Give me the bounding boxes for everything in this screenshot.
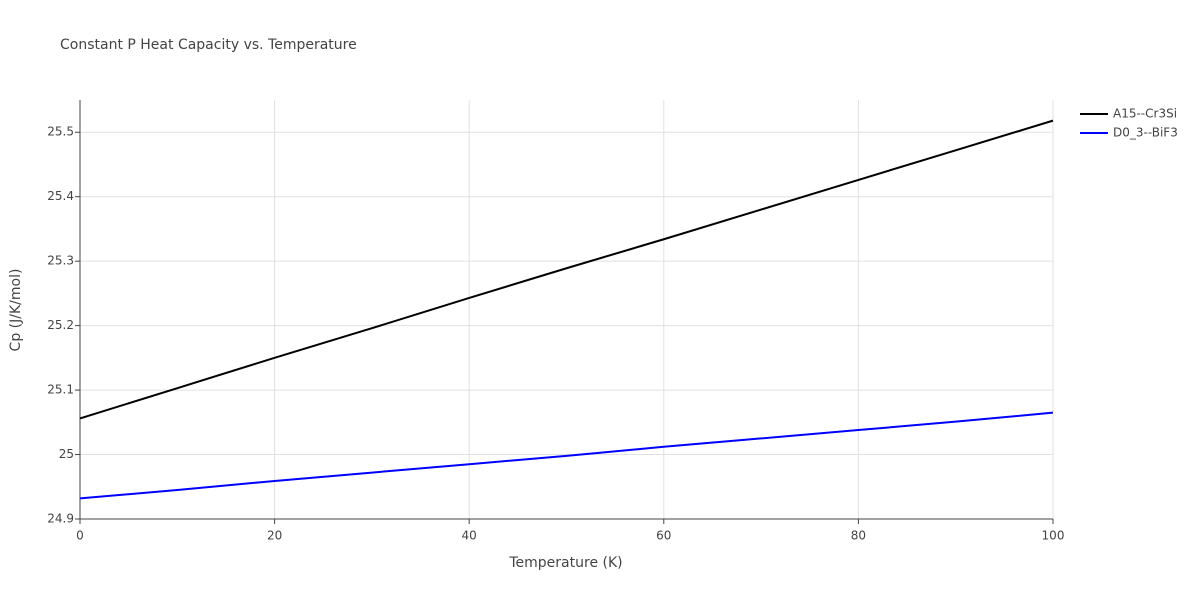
y-tick-label: 25.2 bbox=[47, 318, 74, 332]
x-tick-label: 40 bbox=[462, 529, 477, 543]
legend-label: D0_3--BiF3 bbox=[1113, 126, 1178, 140]
legend-label: A15--Cr3Si bbox=[1113, 107, 1177, 121]
x-axis-title: Temperature (K) bbox=[508, 555, 622, 571]
y-tick-label: 25.3 bbox=[47, 254, 74, 268]
x-tick-label: 0 bbox=[76, 529, 84, 543]
x-tick-label: 80 bbox=[851, 529, 866, 543]
y-tick-label: 25 bbox=[59, 447, 74, 461]
x-tick-label: 20 bbox=[267, 529, 282, 543]
y-tick-label: 25.4 bbox=[47, 189, 74, 203]
x-tick-label: 100 bbox=[1042, 529, 1065, 543]
data-line bbox=[79, 119, 1054, 420]
y-tick-label: 25.5 bbox=[47, 125, 74, 139]
chart-title: Constant P Heat Capacity vs. Temperature bbox=[60, 37, 357, 53]
y-tick-label: 24.9 bbox=[47, 512, 74, 526]
y-tick-label: 25.1 bbox=[47, 383, 74, 397]
x-tick-label: 60 bbox=[656, 529, 671, 543]
data-line bbox=[79, 411, 1054, 500]
y-axis-title: Cp (J/K/mol) bbox=[8, 269, 24, 352]
